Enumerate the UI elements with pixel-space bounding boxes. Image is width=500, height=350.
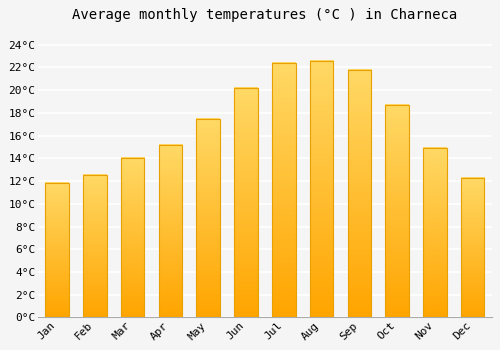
Bar (46, 183, 68, 317)
Bar (386, 105, 409, 317)
Bar (424, 148, 446, 317)
Bar (196, 119, 220, 317)
Bar (272, 63, 295, 317)
Bar (461, 178, 484, 317)
Bar (83, 175, 106, 317)
Bar (348, 70, 371, 317)
Title: Average monthly temperatures (°C ) in Charneca: Average monthly temperatures (°C ) in Ch… (72, 8, 458, 22)
Bar (310, 61, 334, 317)
Bar (158, 145, 182, 317)
Bar (234, 88, 258, 317)
Bar (121, 159, 144, 317)
